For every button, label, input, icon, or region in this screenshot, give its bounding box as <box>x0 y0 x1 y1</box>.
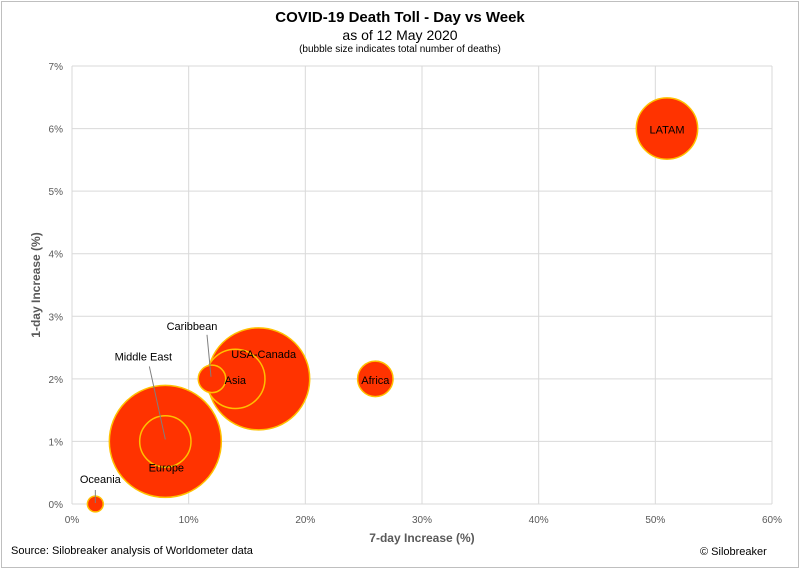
leader-line <box>206 334 212 377</box>
bubble-labels: LATAM Africa USA-Canada Asia Caribbean Europe… <box>80 125 685 503</box>
y-tick-label: 4% <box>49 250 64 261</box>
bubble-latam <box>635 97 699 160</box>
x-tick-label: 50% <box>645 515 665 526</box>
chart-title: COVID-19 Death Toll - Day vs Week <box>275 9 525 26</box>
bubble-label: LATAM <box>649 125 684 137</box>
y-tick-label: 7% <box>49 62 64 73</box>
bubble-label: Africa <box>361 375 390 387</box>
bubble-africa <box>356 360 394 398</box>
bubble-label: Middle East <box>115 351 172 363</box>
y-tick-labels: 0% 1% 2% 3% 4% 5% 6% 7% <box>49 62 64 511</box>
x-tick-label: 60% <box>762 515 782 526</box>
y-tick-label: 0% <box>49 500 64 511</box>
bubble-label: USA-Canada <box>231 349 297 361</box>
x-tick-label: 0% <box>65 515 80 526</box>
x-tick-labels: 0% 10% 20% 30% 40% 50% 60% <box>65 515 782 526</box>
copyright: © Silobreaker <box>700 546 767 558</box>
x-axis-title: 7-day Increase (%) <box>369 531 474 545</box>
y-axis-title: 1-day Increase (%) <box>29 232 43 337</box>
leader-line <box>148 366 166 440</box>
bubble-label: Caribbean <box>167 321 218 333</box>
y-tick-label: 5% <box>49 187 64 198</box>
bubbles <box>86 97 699 513</box>
source-note: Source: Silobreaker analysis of Worldome… <box>11 545 253 557</box>
chart-note: (bubble size indicates total number of d… <box>299 44 501 55</box>
x-tick-label: 10% <box>179 515 199 526</box>
bubble-europe <box>108 384 223 499</box>
y-tick-label: 6% <box>49 125 64 136</box>
bubble-middle-east <box>138 415 192 468</box>
bubble-label: Oceania <box>80 474 122 486</box>
bubble-label: Asia <box>225 375 247 387</box>
x-tick-label: 20% <box>295 515 315 526</box>
y-tick-label: 2% <box>49 375 64 386</box>
bubble-label: Europe <box>149 462 184 474</box>
y-tick-label: 3% <box>49 312 64 323</box>
bubble-caribbean <box>197 364 227 394</box>
chart-subtitle: as of 12 May 2020 <box>342 27 458 43</box>
x-tick-label: 30% <box>412 515 432 526</box>
y-tick-label: 1% <box>49 437 64 448</box>
x-tick-label: 40% <box>529 515 549 526</box>
